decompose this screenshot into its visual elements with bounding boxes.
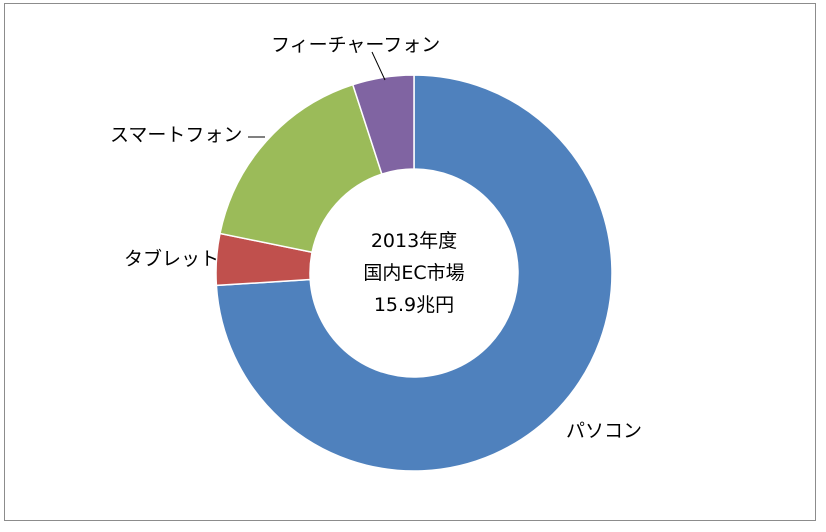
slice-pc [215, 74, 613, 472]
leader-line-featurephone [371, 51, 386, 81]
slice-smartphone [219, 83, 383, 254]
label-pc: パソコン [566, 420, 642, 442]
donut-slices [215, 74, 613, 472]
center-line-size: 15.9兆円 [374, 294, 454, 316]
center-line-market: 国内EC市場 [363, 262, 464, 284]
slice-featurephone [351, 74, 415, 176]
center-line-year: 2013年度 [371, 230, 457, 252]
label-smartphone: スマートフォン [110, 124, 242, 146]
label-featurephone: フィーチャーフォン [271, 34, 440, 56]
label-tablet: タブレット [124, 247, 219, 270]
leader-lines [248, 51, 386, 138]
